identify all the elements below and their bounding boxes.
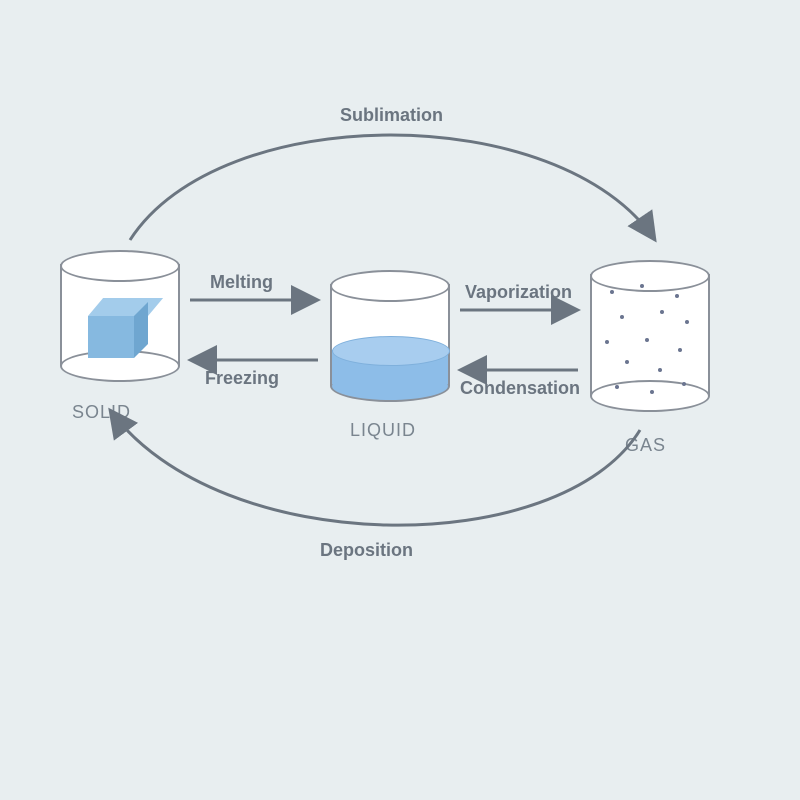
liquid-cyl-top [330,270,450,302]
gas-dot [675,294,679,298]
gas-cylinder [590,260,710,410]
gas-dot [605,340,609,344]
liquid-cylinder [330,270,450,400]
solid-cyl-top [60,250,180,282]
sublimation-arrow [130,135,655,240]
gas-dot [658,368,662,372]
gas-dot [640,284,644,288]
gas-cyl-top [590,260,710,292]
cube-front [88,316,134,358]
condensation-label: Condensation [460,378,580,399]
liquid-top-ellipse [332,336,450,366]
gas-dot [610,290,614,294]
gas-cyl-side [590,274,710,396]
gas-label: GAS [625,435,666,456]
phase-diagram: SOLID LIQUID GAS [0,0,800,800]
sublimation-label: Sublimation [340,105,443,126]
gas-cyl-bottom [590,380,710,412]
vaporization-label: Vaporization [465,282,572,303]
gas-dot [660,310,664,314]
gas-dot [615,385,619,389]
gas-dot [685,320,689,324]
gas-dot [682,382,686,386]
freezing-label: Freezing [205,368,279,389]
gas-dot [678,348,682,352]
solid-cube [88,298,148,358]
gas-dot [650,390,654,394]
gas-dot [620,315,624,319]
liquid-label: LIQUID [350,420,416,441]
solid-label: SOLID [72,402,131,423]
deposition-label: Deposition [320,540,413,561]
solid-cylinder [60,250,180,380]
gas-dot [645,338,649,342]
melting-label: Melting [210,272,273,293]
gas-dot [625,360,629,364]
